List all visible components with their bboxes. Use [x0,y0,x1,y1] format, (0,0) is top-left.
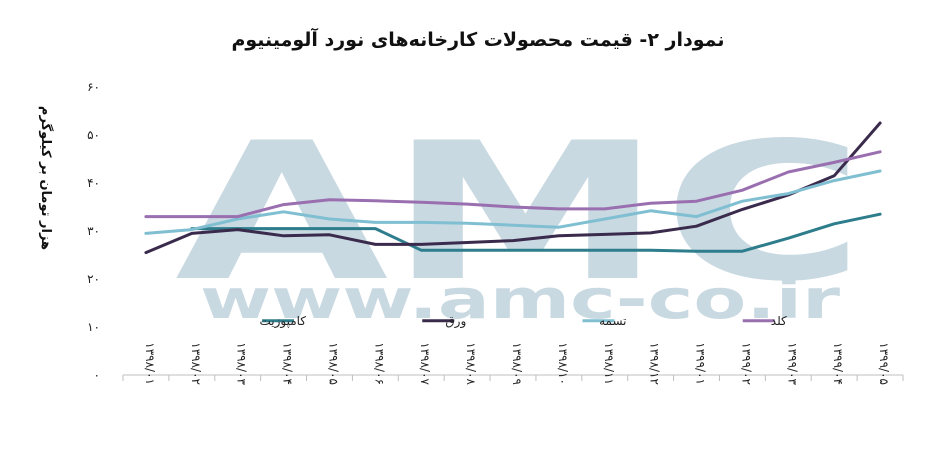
y-tick-label: ۳۰ [87,224,100,238]
x-tick-label: ۱۳۹۸/۱۰ [556,342,570,385]
y-axis-label: هزار تومان بر کیلوگرم [38,106,54,250]
series-line-3 [144,150,882,219]
x-tick-label: ۱۳۹۹/۰۴ [831,342,845,385]
x-tick-label: ۱۳۹۸/۱۲ [648,342,662,385]
x-tick-label: ۱۳۹۸/۰۳ [235,342,249,385]
y-ticks: ۰ ۱۰ ۲۰ ۳۰ ۴۰ ۵۰ ۶۰ [87,80,100,382]
x-tick-label: ۱۳۹۸/۰۲ [189,342,203,385]
x-tick-label: ۱۳۹۸/۰۹ [510,342,524,385]
x-ticks: ۱۳۹۸/۰۱ ۱۳۹۸/۰۲ ۱۳۹۸/۰۳ ۱۳۹۸/۰۴ ۱۳۹۸/۰۵ ۱۳۹۸/… [143,342,891,385]
x-tick-label: ۱۳۹۸/۰۱ [143,342,157,385]
y-tick-label: ۲۰ [87,272,100,286]
y-tick-label: ۵۰ [87,128,100,142]
x-tick-label: ۱۳۹۹/۰۳ [785,342,799,385]
watermark: AMC www.amc-co.ir [175,102,865,331]
chart-title: نمودار ۲- قیمت محصولات کارخانه‌های نورد … [231,27,724,51]
x-tick-label: ۱۳۹۸/۰۸ [464,342,478,385]
x-tick-label: ۱۳۹۹/۰۵ [877,342,891,385]
x-tick-label: ۱۳۹۹/۰۲ [739,342,753,385]
legend-label-3: کلد [771,314,787,328]
series-line-2 [144,169,882,235]
series-line-0 [190,212,882,253]
x-tick-label: ۱۳۹۸/۰۴ [281,342,295,385]
axes [122,374,904,381]
legend-label-1: ورق [445,314,466,329]
x-tick-label: ۱۳۹۸/۰۷ [418,342,432,385]
legend-label-0: کامپوزیت [259,314,306,329]
x-tick-label: ۱۳۹۸/۰۵ [326,342,340,385]
x-tick-label: ۱۳۹۹/۰۱ [694,342,708,385]
legend: کامپوزیت ورق تسمه کلد [259,314,787,329]
watermark-url: www.amc-co.ir [200,268,841,331]
series-lines [144,121,882,255]
y-tick-label: ۱۰ [87,320,100,334]
y-tick-label: ۰ [94,368,100,382]
y-tick-label: ۶۰ [87,80,100,94]
y-tick-label: ۴۰ [87,176,100,190]
x-tick-label: ۱۳۹۸/۱۱ [602,342,616,385]
x-tick-label: ۱۳۹۸/۰۶ [372,342,386,385]
legend-label-2: تسمه [599,314,626,328]
series-line-1 [144,121,882,255]
